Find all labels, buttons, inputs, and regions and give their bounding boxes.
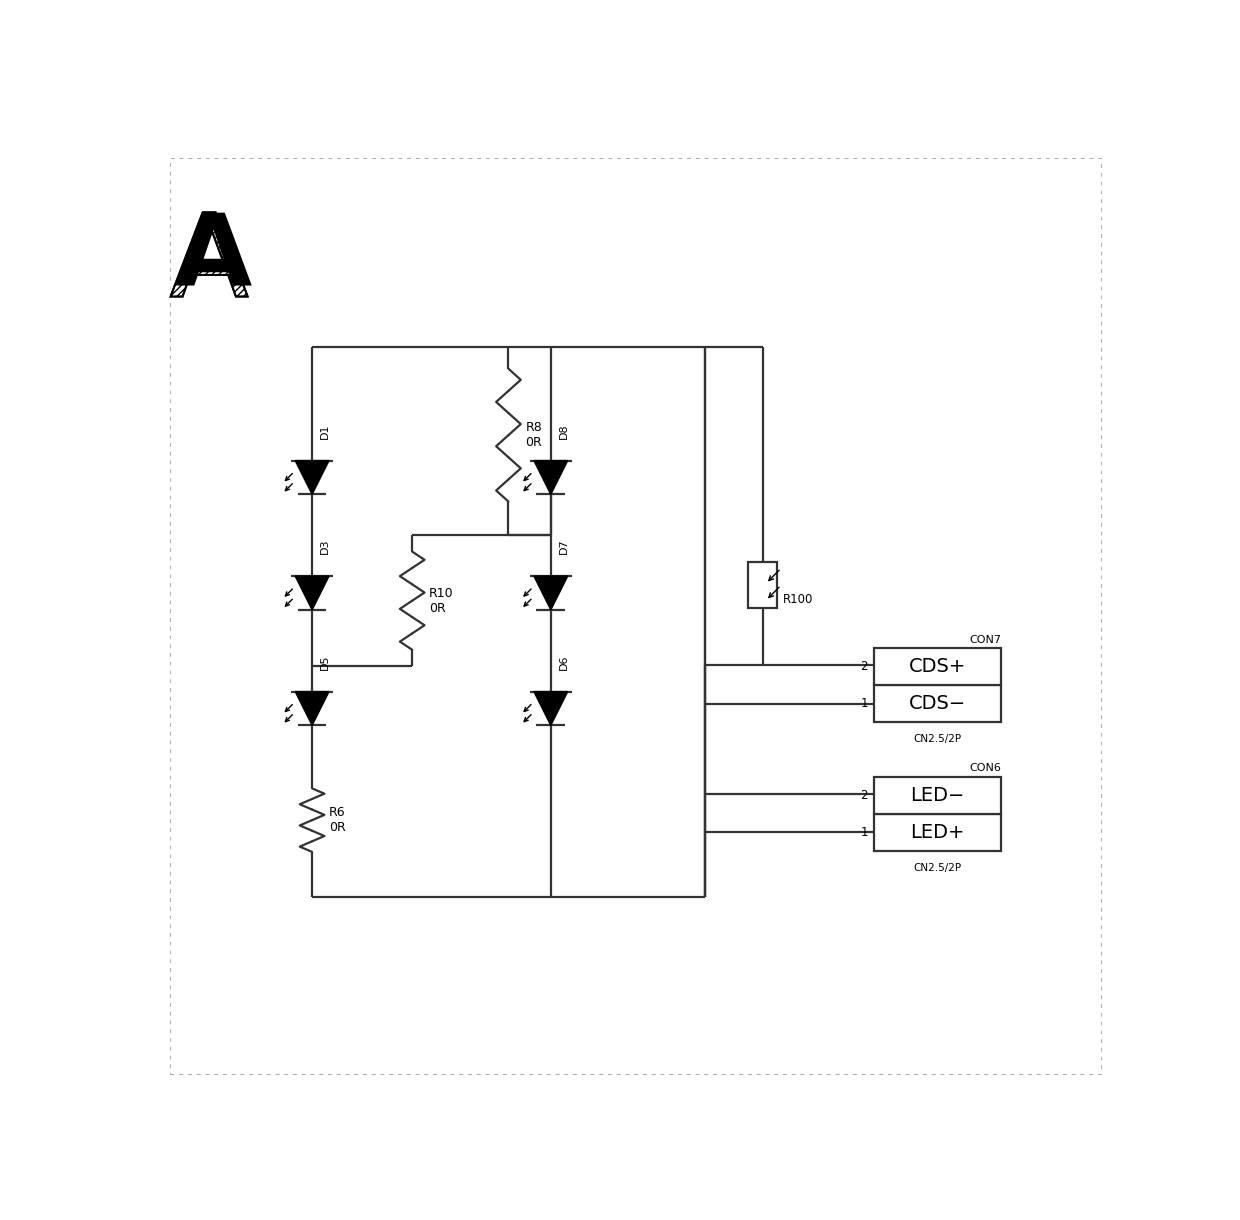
Polygon shape	[534, 576, 568, 610]
Text: A: A	[175, 210, 252, 306]
Text: CN2.5/2P: CN2.5/2P	[914, 734, 962, 744]
Text: D1: D1	[320, 423, 330, 439]
Text: R8
0R: R8 0R	[526, 421, 542, 449]
Polygon shape	[534, 461, 568, 494]
Bar	[874, 814, 1001, 852]
Text: CON6: CON6	[970, 764, 1001, 773]
Text: D7: D7	[558, 539, 568, 555]
Text: R100: R100	[784, 593, 813, 606]
Polygon shape	[295, 461, 329, 494]
Text: D3: D3	[320, 539, 330, 555]
Text: R10
0R: R10 0R	[429, 587, 454, 615]
Bar	[874, 649, 1001, 686]
Polygon shape	[295, 692, 329, 726]
Text: CDS−: CDS−	[909, 694, 966, 714]
Polygon shape	[534, 692, 568, 726]
Bar	[748, 562, 776, 609]
Text: 2: 2	[861, 660, 868, 673]
Text: CN2.5/2P: CN2.5/2P	[914, 863, 962, 872]
Text: LED+: LED+	[910, 824, 965, 842]
Text: D8: D8	[558, 423, 568, 439]
Text: R6
0R: R6 0R	[329, 806, 346, 834]
Text: 1: 1	[861, 826, 868, 839]
Text: A: A	[175, 210, 252, 306]
Text: CON7: CON7	[970, 634, 1001, 644]
Bar	[874, 686, 1001, 722]
Text: CDS+: CDS+	[909, 658, 966, 676]
Text: D5: D5	[320, 654, 330, 670]
Text: 2: 2	[861, 789, 868, 802]
Text: LED−: LED−	[910, 786, 965, 805]
Bar	[874, 777, 1001, 814]
Text: D6: D6	[558, 654, 568, 670]
Text: 1: 1	[861, 698, 868, 710]
Polygon shape	[295, 576, 329, 610]
